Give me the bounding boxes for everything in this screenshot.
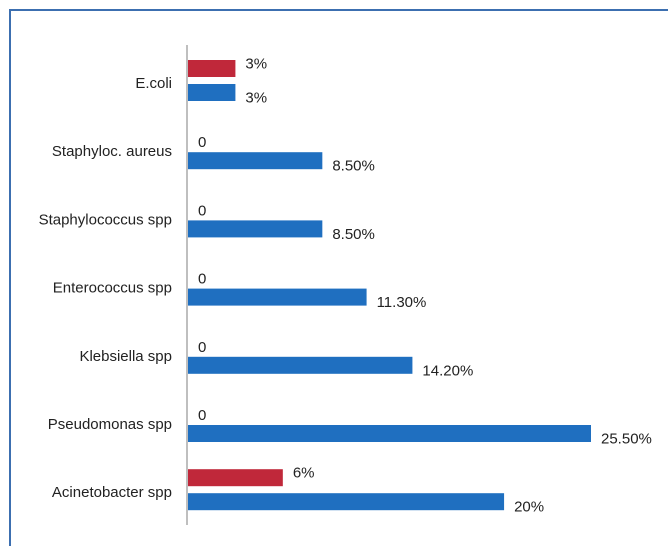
frame [9,9,668,546]
bar [188,84,236,101]
category-label: Enterococcus spp [53,280,172,297]
bar [188,469,283,487]
value-label: 0 [198,202,206,219]
category-label: E.coli [135,75,172,92]
value-label: 0 [198,271,206,288]
bar [188,60,236,77]
category-label: Klebsiella spp [79,348,172,365]
value-label: 0 [198,407,206,424]
value-label: 6% [293,465,315,482]
value-label: 3% [245,55,267,72]
value-label: 0 [198,339,206,356]
value-label: 8.50% [332,158,375,175]
category-label: Staphylococcus spp [39,211,172,228]
value-label: 11.30% [377,294,427,311]
bar [188,288,367,306]
value-label: 25.50% [601,430,652,447]
bar [188,356,413,374]
value-label: 0 [198,134,206,151]
value-label: 3% [245,89,267,106]
value-label: 14.20% [422,362,473,379]
category-label: Staphyloc. aureus [52,143,172,160]
category-label: Pseudomonas spp [48,416,172,433]
bar [188,425,591,442]
bar [188,220,323,238]
category-label: Acinetobacter spp [52,484,172,501]
value-label: 8.50% [332,226,375,243]
bar [188,152,323,170]
value-label: 20% [514,499,544,516]
bar [188,493,505,511]
